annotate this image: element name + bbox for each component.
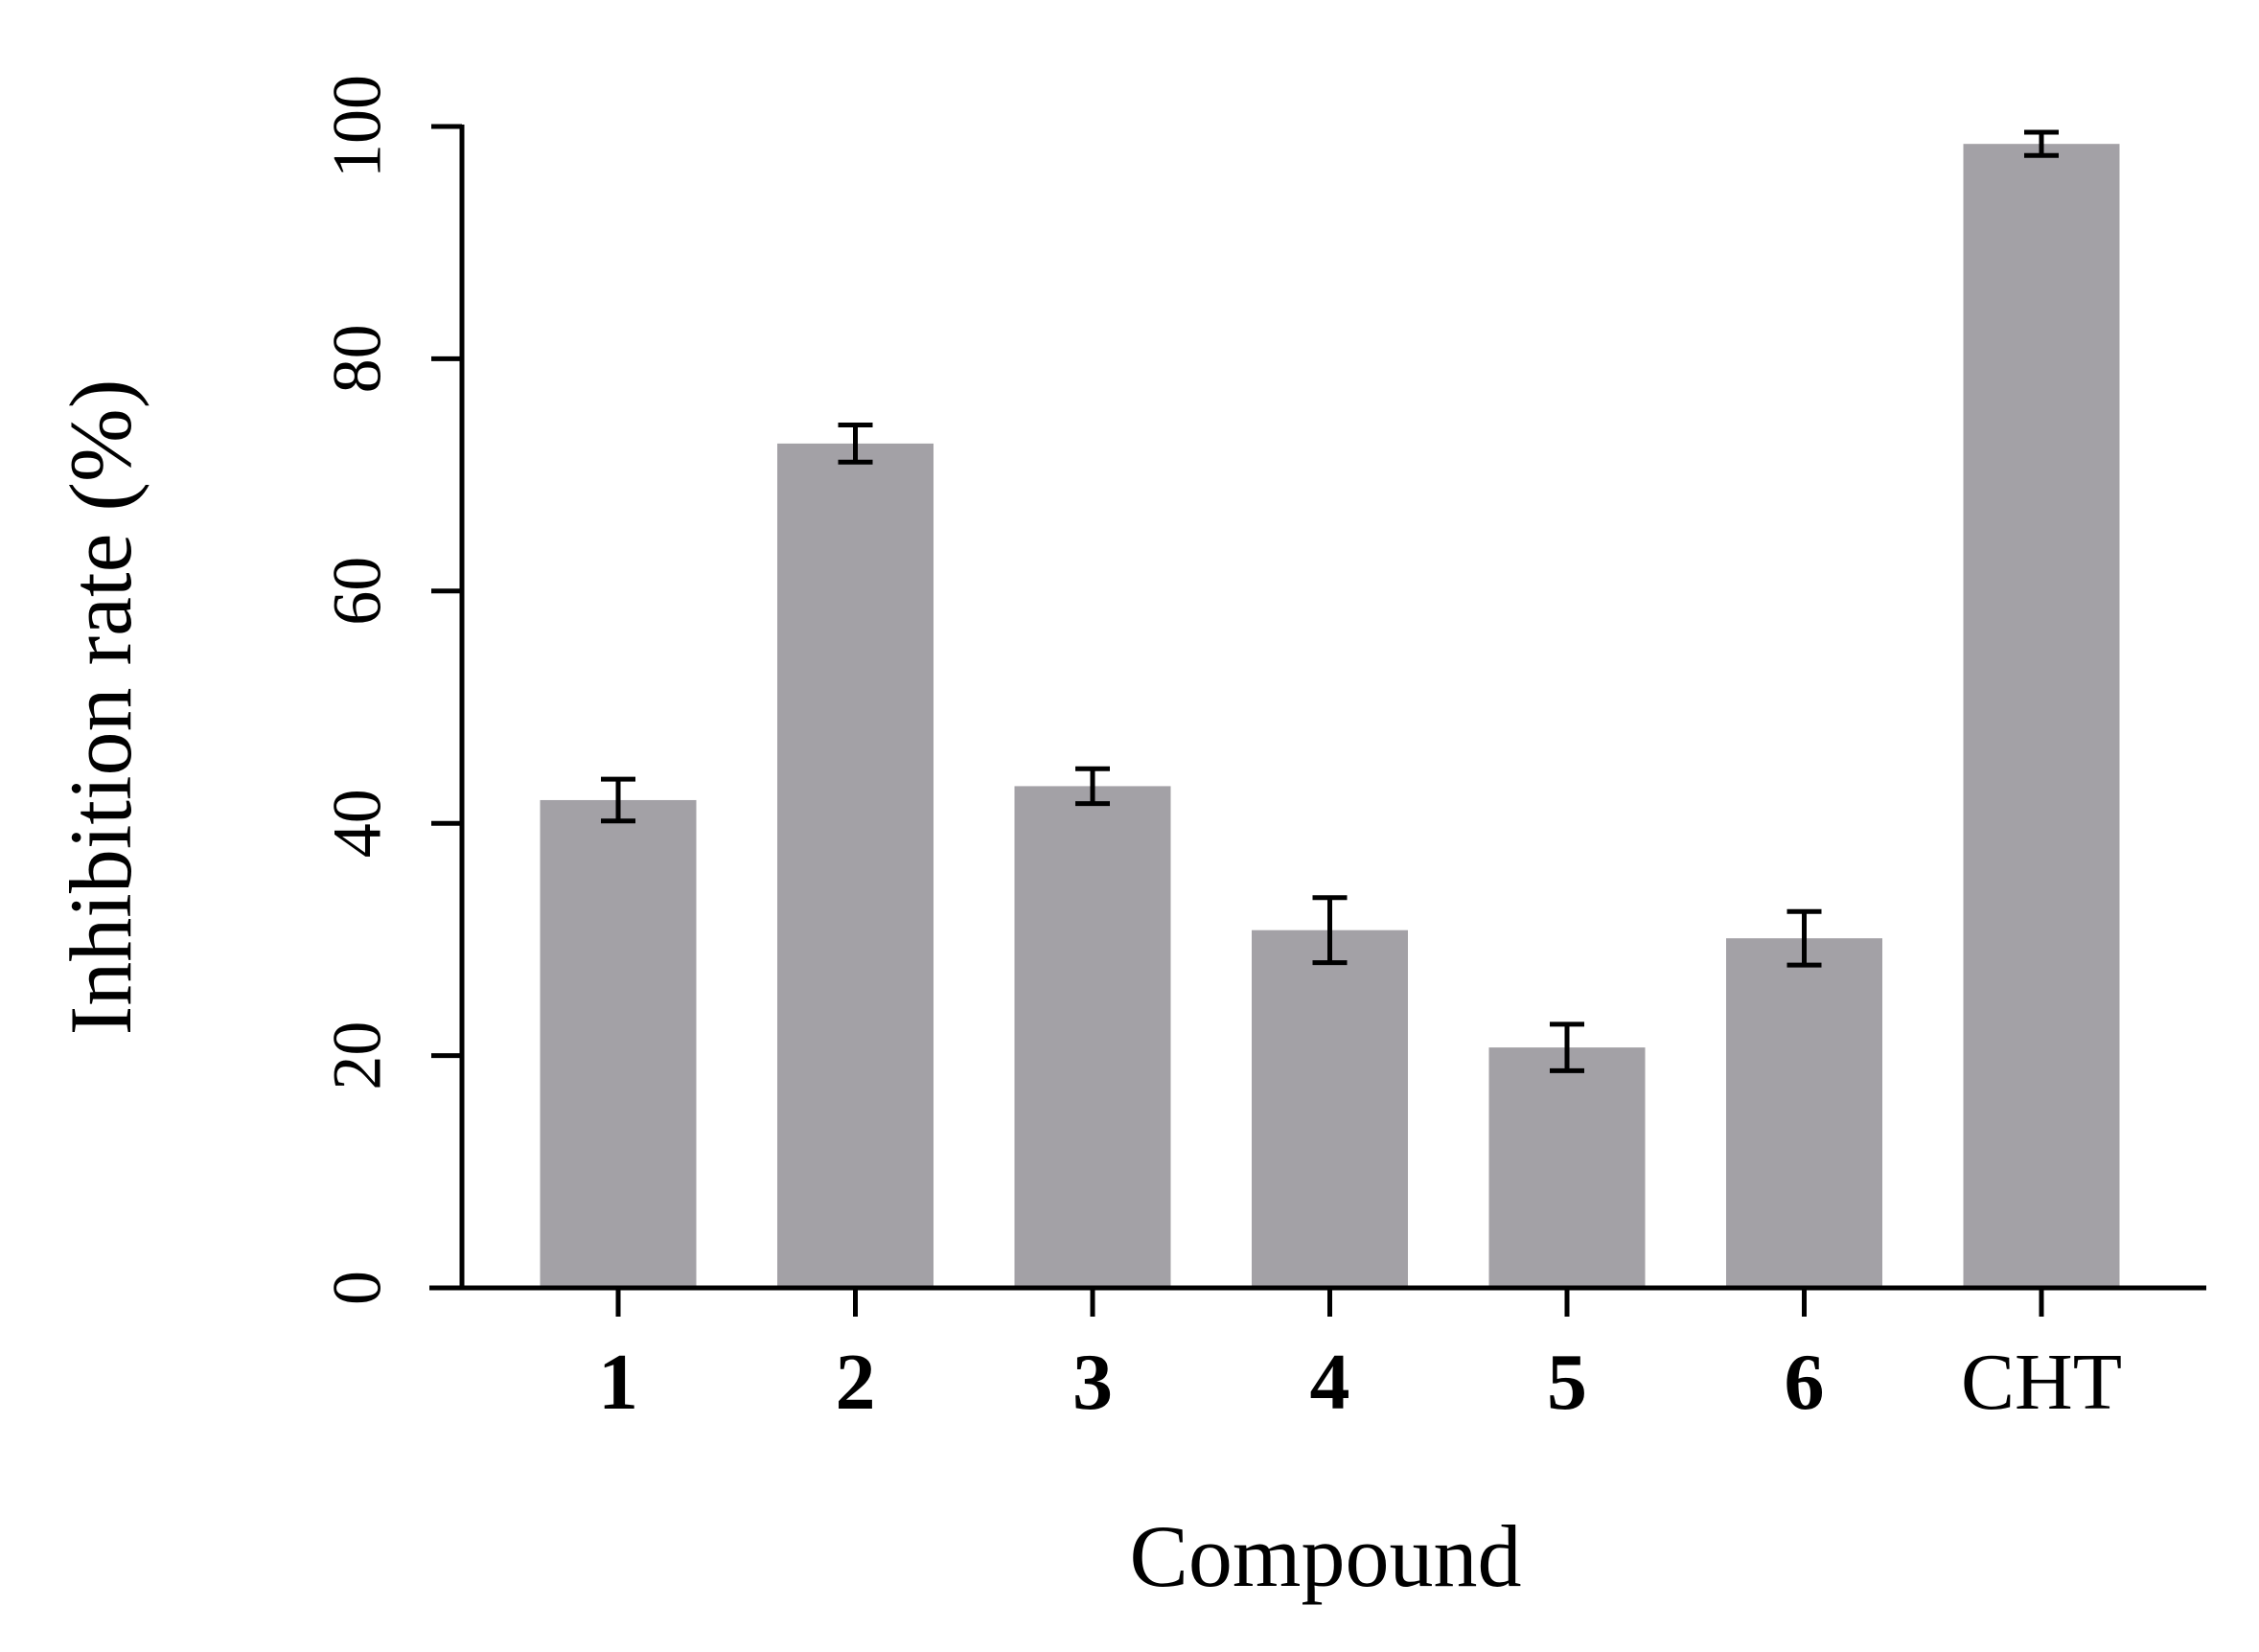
x-axis-title: Compound xyxy=(1130,1507,1522,1605)
y-tick-label: 80 xyxy=(319,324,396,393)
y-ticks: 0 20 40 60 80 100 xyxy=(319,75,462,1305)
x-tick-label: 4 xyxy=(1310,1338,1350,1427)
x-tick-label: 1 xyxy=(598,1338,638,1427)
y-tick-label: 40 xyxy=(319,789,396,858)
y-tick-label: 60 xyxy=(319,557,396,626)
x-tick-label: CHT xyxy=(1961,1338,2122,1427)
bars-layer xyxy=(540,144,2120,1289)
x-tick-label: 2 xyxy=(836,1338,876,1427)
x-ticks: 1 2 3 4 5 6 CHT xyxy=(598,1288,2122,1427)
y-tick-label: 100 xyxy=(319,75,396,178)
bar xyxy=(777,443,934,1289)
bar xyxy=(1252,929,1408,1288)
axes-layer xyxy=(429,125,2206,1291)
bar xyxy=(1726,938,1882,1288)
bar xyxy=(540,799,697,1288)
x-tick-label: 6 xyxy=(1785,1338,1825,1427)
y-axis-title: Inhibition rate (%) xyxy=(52,379,150,1036)
bar xyxy=(1963,144,2120,1289)
error-bars-layer xyxy=(601,129,2059,1073)
bar xyxy=(1014,786,1171,1288)
bar xyxy=(1488,1047,1646,1288)
y-tick-label: 20 xyxy=(319,1021,396,1090)
x-tick-label: 3 xyxy=(1072,1338,1113,1427)
y-tick-label: 0 xyxy=(319,1271,396,1305)
x-tick-label: 5 xyxy=(1547,1338,1587,1427)
